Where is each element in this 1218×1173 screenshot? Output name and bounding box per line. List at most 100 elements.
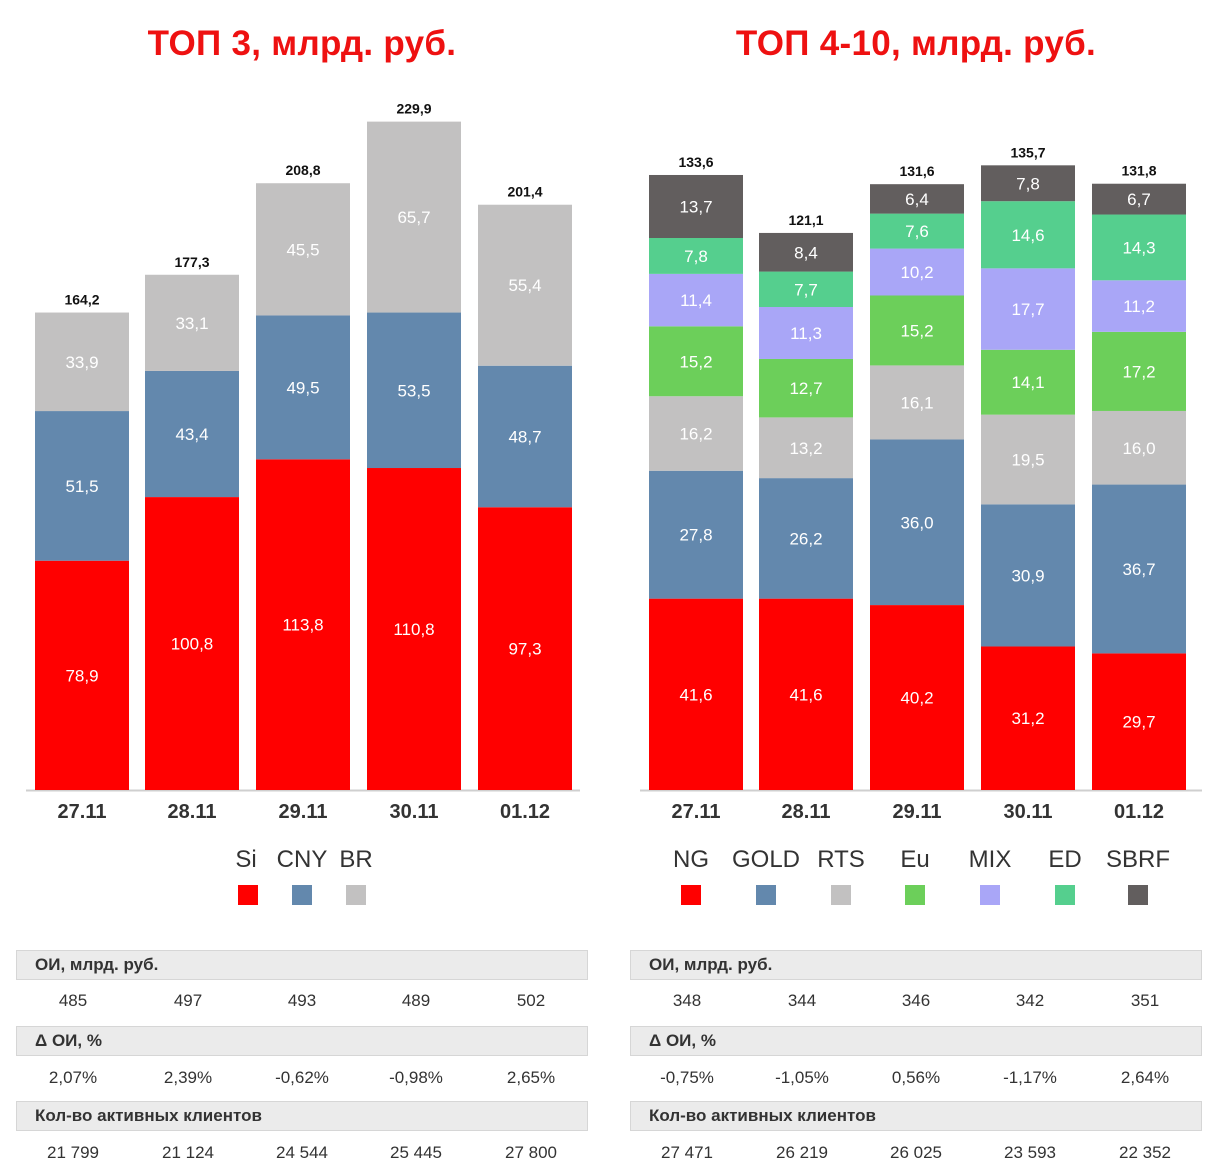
legend-label-rts: RTS xyxy=(817,846,865,873)
data-label: 13,7 xyxy=(679,197,712,216)
data-label: 40,2 xyxy=(900,689,933,708)
active-clients-value: 23 593 xyxy=(1004,1143,1056,1162)
legend-label-ng: NG xyxy=(673,846,709,873)
data-label: 14,6 xyxy=(1011,226,1044,245)
legend-label-eu: Eu xyxy=(900,846,930,873)
bar-segment-gold xyxy=(870,439,964,606)
data-label: 51,5 xyxy=(65,477,98,496)
bar-segment-si xyxy=(145,497,239,790)
active-clients-header: Кол-во активных клиентов xyxy=(16,1101,588,1131)
active-clients-value: 21 799 xyxy=(47,1143,99,1162)
data-label: 7,6 xyxy=(905,222,929,241)
total-label: 201,4 xyxy=(507,184,542,200)
bar-segment-rts xyxy=(759,417,853,479)
data-label: 110,8 xyxy=(393,620,434,639)
legend-label-ed: ED xyxy=(1048,846,1082,873)
total-label: 135,7 xyxy=(1010,144,1045,160)
bar-segment-cny xyxy=(478,365,572,508)
total-label: 133,6 xyxy=(678,154,713,170)
data-label: 7,8 xyxy=(684,247,708,266)
legend-swatch-sbrf xyxy=(1128,885,1148,905)
data-label: 8,4 xyxy=(794,243,818,262)
delta-oi-value: 2,65% xyxy=(506,1068,556,1087)
oi-value: 344 xyxy=(787,991,817,1010)
top4-10-panel: ТОП 4-10, млрд. руб. 41,6 27,8 16,2 15,2 11,… xyxy=(614,0,1218,1173)
top4-10-stacked-bar-chart: 41,6 27,8 16,2 15,2 11,4 7,8 13,7 133,6 27.11 41,… xyxy=(640,144,1202,823)
bar-segment-ng xyxy=(1092,653,1186,790)
x-tick-label: 28.11 xyxy=(782,801,831,823)
active-clients-header: Кол-во активных клиентов xyxy=(630,1101,1202,1131)
active-clients-value: 25 445 xyxy=(390,1143,442,1162)
data-label: 27,8 xyxy=(679,526,712,545)
bar-segment-br xyxy=(35,312,129,412)
data-label: 19,5 xyxy=(1011,450,1044,469)
bar-segment-sbrf xyxy=(649,174,743,238)
bar-segment-br xyxy=(145,274,239,371)
bar-segment-br xyxy=(478,204,572,366)
legend-swatch-gold xyxy=(756,885,776,905)
data-label: 49,5 xyxy=(286,378,319,397)
oi-value: 493 xyxy=(287,991,317,1010)
x-tick-label: 29.11 xyxy=(893,801,942,823)
total-label: 131,8 xyxy=(1121,163,1156,179)
delta-oi-value: 2,64% xyxy=(1120,1068,1170,1087)
active-clients-value: 27 471 xyxy=(661,1143,713,1162)
chart-title: ТОП 4-10, млрд. руб. xyxy=(735,24,1097,63)
data-label: 97,3 xyxy=(508,640,541,659)
total-label: 164,2 xyxy=(64,292,99,308)
total-label: 208,8 xyxy=(285,162,320,178)
data-label: 30,9 xyxy=(1011,566,1044,585)
total-label: 131,6 xyxy=(899,163,934,179)
oi-value: 485 xyxy=(58,991,88,1010)
bar-segment-mix xyxy=(1092,280,1186,332)
bar-segment-ed xyxy=(759,271,853,307)
data-label: 45,5 xyxy=(286,240,319,259)
bar-segment-sbrf xyxy=(759,232,853,272)
data-label: 41,6 xyxy=(679,685,712,704)
oi-header: ОИ, млрд. руб. xyxy=(630,950,1202,980)
bar-segment-sbrf xyxy=(1092,183,1186,215)
bar-segment-gold xyxy=(1092,484,1186,654)
data-label: 11,4 xyxy=(680,291,712,310)
delta-oi-value: -1,05% xyxy=(775,1068,829,1087)
data-label: 17,7 xyxy=(1011,300,1044,319)
oi-header: ОИ, млрд. руб. xyxy=(16,950,588,980)
bar-segment-ng xyxy=(759,598,853,790)
active-clients-value: 21 124 xyxy=(162,1143,214,1162)
bar-segment-eu xyxy=(981,349,1075,415)
data-label: 14,1 xyxy=(1011,373,1044,392)
bar-segment-eu xyxy=(870,295,964,366)
legend-swatch-ed xyxy=(1055,885,1075,905)
data-label: 33,9 xyxy=(65,353,98,372)
data-label: 16,2 xyxy=(679,425,712,444)
data-label: 113,8 xyxy=(282,616,323,635)
data-label: 36,0 xyxy=(900,513,933,532)
bar-segment-rts xyxy=(870,365,964,440)
top3-stacked-bar-chart: 78,9 51,5 33,9 164,2 27.11 100,8 43,4 33,1 177,3… xyxy=(26,101,580,823)
legend-label-br: BR xyxy=(339,846,373,873)
data-label: 6,4 xyxy=(905,190,929,209)
bar-segment-cny xyxy=(256,315,350,460)
bar-segment-ng xyxy=(649,598,743,790)
legend-swatch-br xyxy=(346,885,366,905)
data-label: 15,2 xyxy=(679,352,712,371)
bar-segment-rts xyxy=(649,396,743,471)
data-label: 6,7 xyxy=(1127,190,1151,209)
data-label: 100,8 xyxy=(171,635,214,654)
x-tick-label: 27.11 xyxy=(672,801,721,823)
data-label: 65,7 xyxy=(397,208,430,227)
bar-segment-si xyxy=(367,468,461,790)
oi-value: 489 xyxy=(401,991,431,1010)
bar-segment-si xyxy=(35,560,129,790)
delta-oi-value: -0,62% xyxy=(275,1068,329,1087)
bar-segment-br xyxy=(256,183,350,316)
x-tick-label: 01.12 xyxy=(500,801,550,823)
bar-segment-gold xyxy=(981,504,1075,647)
bar-segment-ng xyxy=(870,605,964,790)
chart-title: ТОП 3, млрд. руб. xyxy=(147,24,457,63)
legend-label-gold: GOLD xyxy=(731,846,801,873)
bar-segment-ed xyxy=(649,238,743,274)
bar-segment-ng xyxy=(981,646,1075,790)
legend-swatch-si xyxy=(238,885,258,905)
data-label: 26,2 xyxy=(789,529,822,548)
